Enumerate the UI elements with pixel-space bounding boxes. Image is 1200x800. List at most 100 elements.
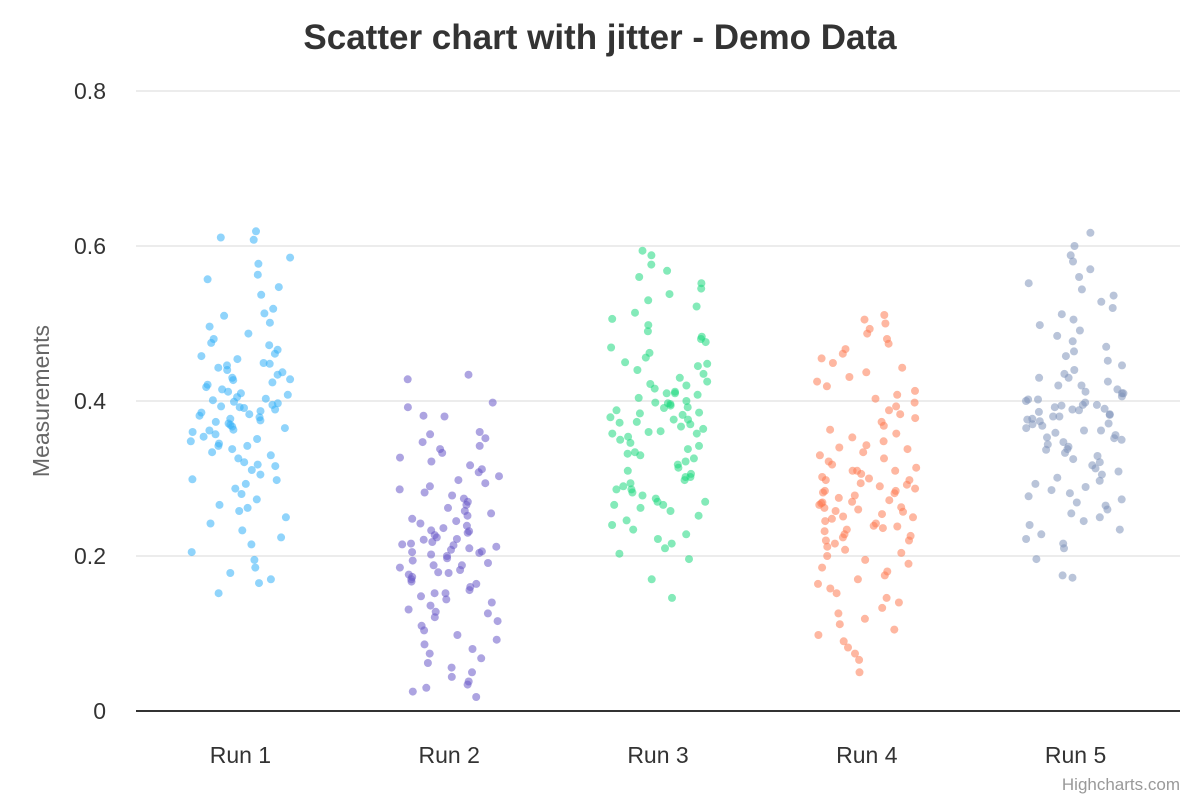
data-point[interactable] [860, 315, 869, 324]
data-point[interactable] [256, 416, 265, 425]
data-point[interactable] [669, 415, 678, 424]
data-point[interactable] [662, 389, 671, 398]
data-point[interactable] [481, 434, 490, 443]
data-point[interactable] [441, 589, 450, 598]
data-point[interactable] [677, 422, 685, 431]
data-point[interactable] [256, 470, 265, 479]
data-point[interactable] [249, 235, 258, 244]
data-point[interactable] [656, 427, 665, 436]
data-point[interactable] [271, 462, 280, 471]
data-point[interactable] [684, 415, 692, 424]
data-point[interactable] [1055, 412, 1064, 421]
data-point[interactable] [211, 430, 220, 439]
data-point[interactable] [426, 601, 435, 610]
data-point[interactable] [865, 474, 873, 483]
data-point[interactable] [447, 672, 456, 681]
data-point[interactable] [826, 584, 835, 593]
data-point[interactable] [403, 403, 412, 412]
data-point[interactable] [667, 539, 676, 548]
data-point[interactable] [910, 398, 919, 407]
data-point[interactable] [408, 514, 417, 523]
data-point[interactable] [644, 296, 653, 305]
data-point[interactable] [694, 511, 703, 520]
data-point[interactable] [869, 521, 878, 530]
data-point[interactable] [416, 519, 425, 528]
data-point[interactable] [218, 385, 227, 394]
data-point[interactable] [881, 319, 890, 328]
data-point[interactable] [205, 322, 214, 331]
data-point[interactable] [417, 592, 425, 601]
data-point[interactable] [252, 227, 260, 236]
data-point[interactable] [892, 429, 901, 438]
data-point[interactable] [283, 390, 292, 399]
data-point[interactable] [280, 424, 289, 433]
data-point[interactable] [1077, 381, 1086, 390]
data-point[interactable] [495, 472, 503, 481]
data-point[interactable] [475, 441, 484, 450]
data-point[interactable] [457, 561, 466, 570]
data-point[interactable] [448, 491, 457, 500]
data-point[interactable] [647, 575, 656, 584]
data-point[interactable] [403, 375, 412, 384]
data-point[interactable] [187, 548, 196, 557]
data-point[interactable] [1109, 291, 1118, 300]
data-point[interactable] [631, 308, 639, 317]
data-point[interactable] [243, 503, 252, 512]
data-point[interactable] [1068, 405, 1077, 414]
data-point[interactable] [893, 522, 902, 531]
data-point[interactable] [635, 409, 644, 418]
data-point[interactable] [682, 530, 691, 539]
data-point[interactable] [430, 589, 439, 598]
data-point[interactable] [671, 389, 679, 398]
data-point[interactable] [857, 469, 866, 478]
data-point[interactable] [875, 482, 884, 491]
data-point[interactable] [663, 266, 672, 275]
data-point[interactable] [692, 302, 701, 311]
data-point[interactable] [268, 378, 277, 387]
data-point[interactable] [834, 493, 843, 502]
data-point[interactable] [404, 605, 413, 614]
data-point[interactable] [636, 451, 645, 460]
data-point[interactable] [1023, 415, 1032, 424]
data-point[interactable] [813, 377, 822, 386]
data-point[interactable] [443, 554, 452, 563]
data-point[interactable] [265, 341, 274, 350]
data-point[interactable] [862, 368, 871, 377]
data-point[interactable] [692, 429, 701, 438]
data-point[interactable] [682, 381, 691, 390]
data-point[interactable] [235, 507, 244, 515]
data-point[interactable] [220, 311, 229, 320]
data-point[interactable] [1075, 273, 1084, 281]
data-point[interactable] [270, 349, 279, 358]
data-point[interactable] [440, 412, 449, 421]
data-point[interactable] [407, 577, 416, 586]
data-point[interactable] [828, 460, 837, 469]
data-point[interactable] [214, 363, 223, 372]
data-point[interactable] [396, 453, 404, 462]
data-point[interactable] [274, 283, 283, 292]
data-point[interactable] [666, 507, 675, 515]
data-point[interactable] [853, 575, 862, 584]
data-point[interactable] [206, 519, 215, 528]
data-point[interactable] [610, 500, 619, 509]
data-point[interactable] [418, 438, 427, 447]
data-point[interactable] [835, 443, 844, 452]
data-point[interactable] [281, 513, 290, 522]
data-point[interactable] [695, 408, 704, 417]
data-point[interactable] [229, 376, 238, 385]
data-point[interactable] [608, 521, 617, 529]
data-point[interactable] [1032, 555, 1041, 564]
data-point[interactable] [265, 359, 274, 368]
data-point[interactable] [247, 466, 256, 474]
data-point[interactable] [226, 569, 235, 577]
data-point[interactable] [465, 544, 474, 553]
data-point[interactable] [250, 555, 259, 564]
data-point[interactable] [838, 533, 847, 542]
data-point[interactable] [622, 516, 631, 525]
data-point[interactable] [444, 569, 453, 577]
data-point[interactable] [681, 473, 690, 481]
data-point[interactable] [703, 359, 712, 368]
data-point[interactable] [488, 398, 497, 407]
data-point[interactable] [1075, 406, 1083, 415]
data-point[interactable] [1103, 505, 1112, 514]
